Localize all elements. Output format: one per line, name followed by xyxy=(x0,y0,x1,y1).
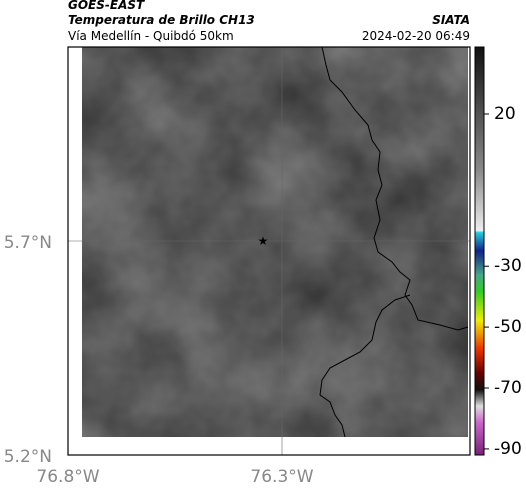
border xyxy=(319,46,469,438)
location: Vía Medellín - Quibdó 50km xyxy=(68,29,234,43)
source: SIATA xyxy=(432,13,470,27)
title: GOES-EAST xyxy=(68,0,145,12)
colorbar-tick-label: -90 xyxy=(494,439,522,459)
colorbar-tick-label: 20 xyxy=(494,104,516,124)
colorbar xyxy=(474,46,485,456)
lon-label: 76.8°W xyxy=(36,467,99,487)
colorbar-tick-label: -30 xyxy=(494,256,522,276)
lat-label: 5.2°N xyxy=(4,447,52,467)
satellite-clouds xyxy=(82,47,468,437)
map-frame xyxy=(67,46,471,456)
map-area: ★ xyxy=(67,46,471,456)
subtitle: Temperatura de Brillo CH13 xyxy=(68,13,255,27)
datetime: 2024-02-20 06:49 xyxy=(362,29,470,43)
lat-label: 5.7°N xyxy=(4,233,52,253)
colorbar-ticks: 20 -30 -50 -70 -90 xyxy=(484,104,522,459)
colorbar-tick-label: -70 xyxy=(494,378,522,398)
lon-label: 76.3°W xyxy=(250,467,313,487)
colorbar-tick-label: -50 xyxy=(494,317,522,337)
station-marker: ★ xyxy=(258,234,269,248)
